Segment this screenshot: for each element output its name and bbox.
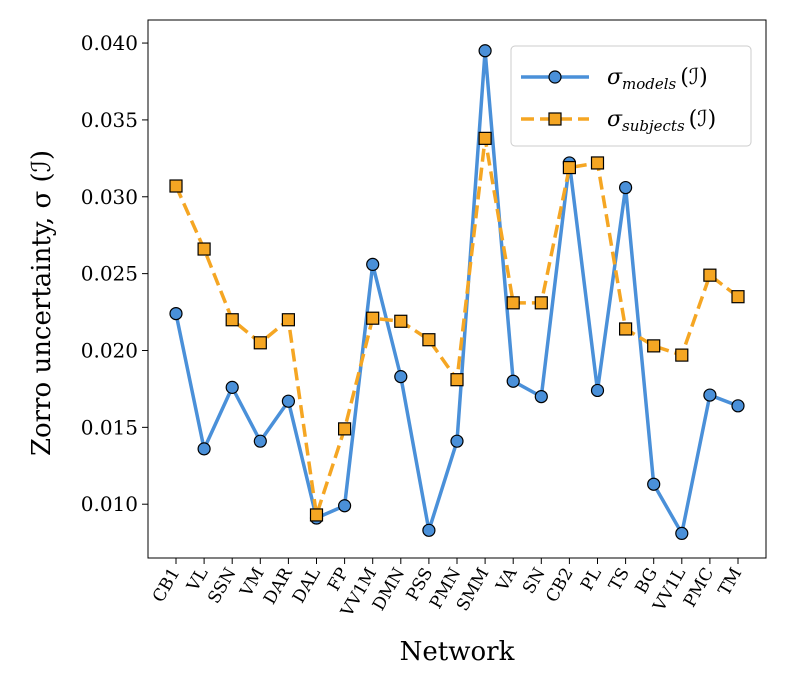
data-point [731,290,745,304]
legend-label: σsubjects (ℐ) [607,107,716,135]
data-point [253,336,267,350]
data-point [534,296,548,310]
data-point [450,434,464,448]
y-tick-label: 0.015 [81,415,138,439]
y-tick-label: 0.030 [81,185,138,209]
x-tick-label: DAL [289,565,325,607]
x-tick-label: TM [715,565,747,600]
data-point [703,268,717,282]
x-tick-label: DAR [260,563,297,608]
data-point [647,477,661,491]
data-point [618,180,633,195]
data-point [506,296,520,310]
data-point [506,374,520,388]
y-axis-title: Zorro uncertainty, σ (ℐ) [27,150,57,456]
data-point [338,499,352,513]
legend-label: σmodels (ℐ) [607,65,708,93]
data-point [394,370,408,384]
y-tick-label: 0.025 [81,262,138,286]
data-point [338,422,352,436]
data-point [618,322,633,336]
series-layer [169,44,745,541]
data-point [534,390,548,404]
data-point [450,373,464,387]
data-point [422,333,436,347]
data-point [394,314,408,328]
data-point [253,434,267,448]
data-point [731,399,745,413]
data-point [647,339,661,353]
data-point [281,313,295,327]
x-tick-label: PMC [680,565,718,611]
data-point [197,442,211,456]
series-models [169,44,745,541]
data-point [675,526,689,541]
data-point [197,242,211,256]
data-point [422,523,436,537]
data-point [169,179,183,193]
legend: σmodels (ℐ) σsubjects (ℐ) [510,45,752,147]
data-point [366,257,380,272]
series-subjects [169,131,745,522]
data-point [590,156,605,170]
legend-marker [548,70,562,84]
data-point [169,306,183,321]
x-tick-label: VA [492,564,522,596]
legend-box [510,45,752,147]
x-tick-label: TS [605,565,634,595]
data-point [478,131,492,145]
x-tick-label: CB1 [149,565,184,606]
y-tick-label: 0.010 [81,492,138,516]
data-point [366,311,380,325]
x-tick-label: PL [577,565,606,595]
x-tick-label: CB2 [542,565,577,606]
x-axis-title: Network [400,637,515,667]
data-point [225,380,239,394]
data-point [225,313,239,327]
series-line [174,136,740,517]
data-point [703,388,717,402]
legend-marker [548,112,562,126]
data-point [309,508,324,522]
y-tick-label: 0.035 [81,108,138,132]
data-point [562,160,577,175]
y-tick-label: 0.040 [81,31,138,55]
data-point [478,44,492,58]
data-point [281,394,295,408]
data-point [590,383,605,398]
data-point [675,348,689,362]
y-tick-label: 0.020 [81,338,138,362]
x-tick-label: SSN [204,564,240,607]
